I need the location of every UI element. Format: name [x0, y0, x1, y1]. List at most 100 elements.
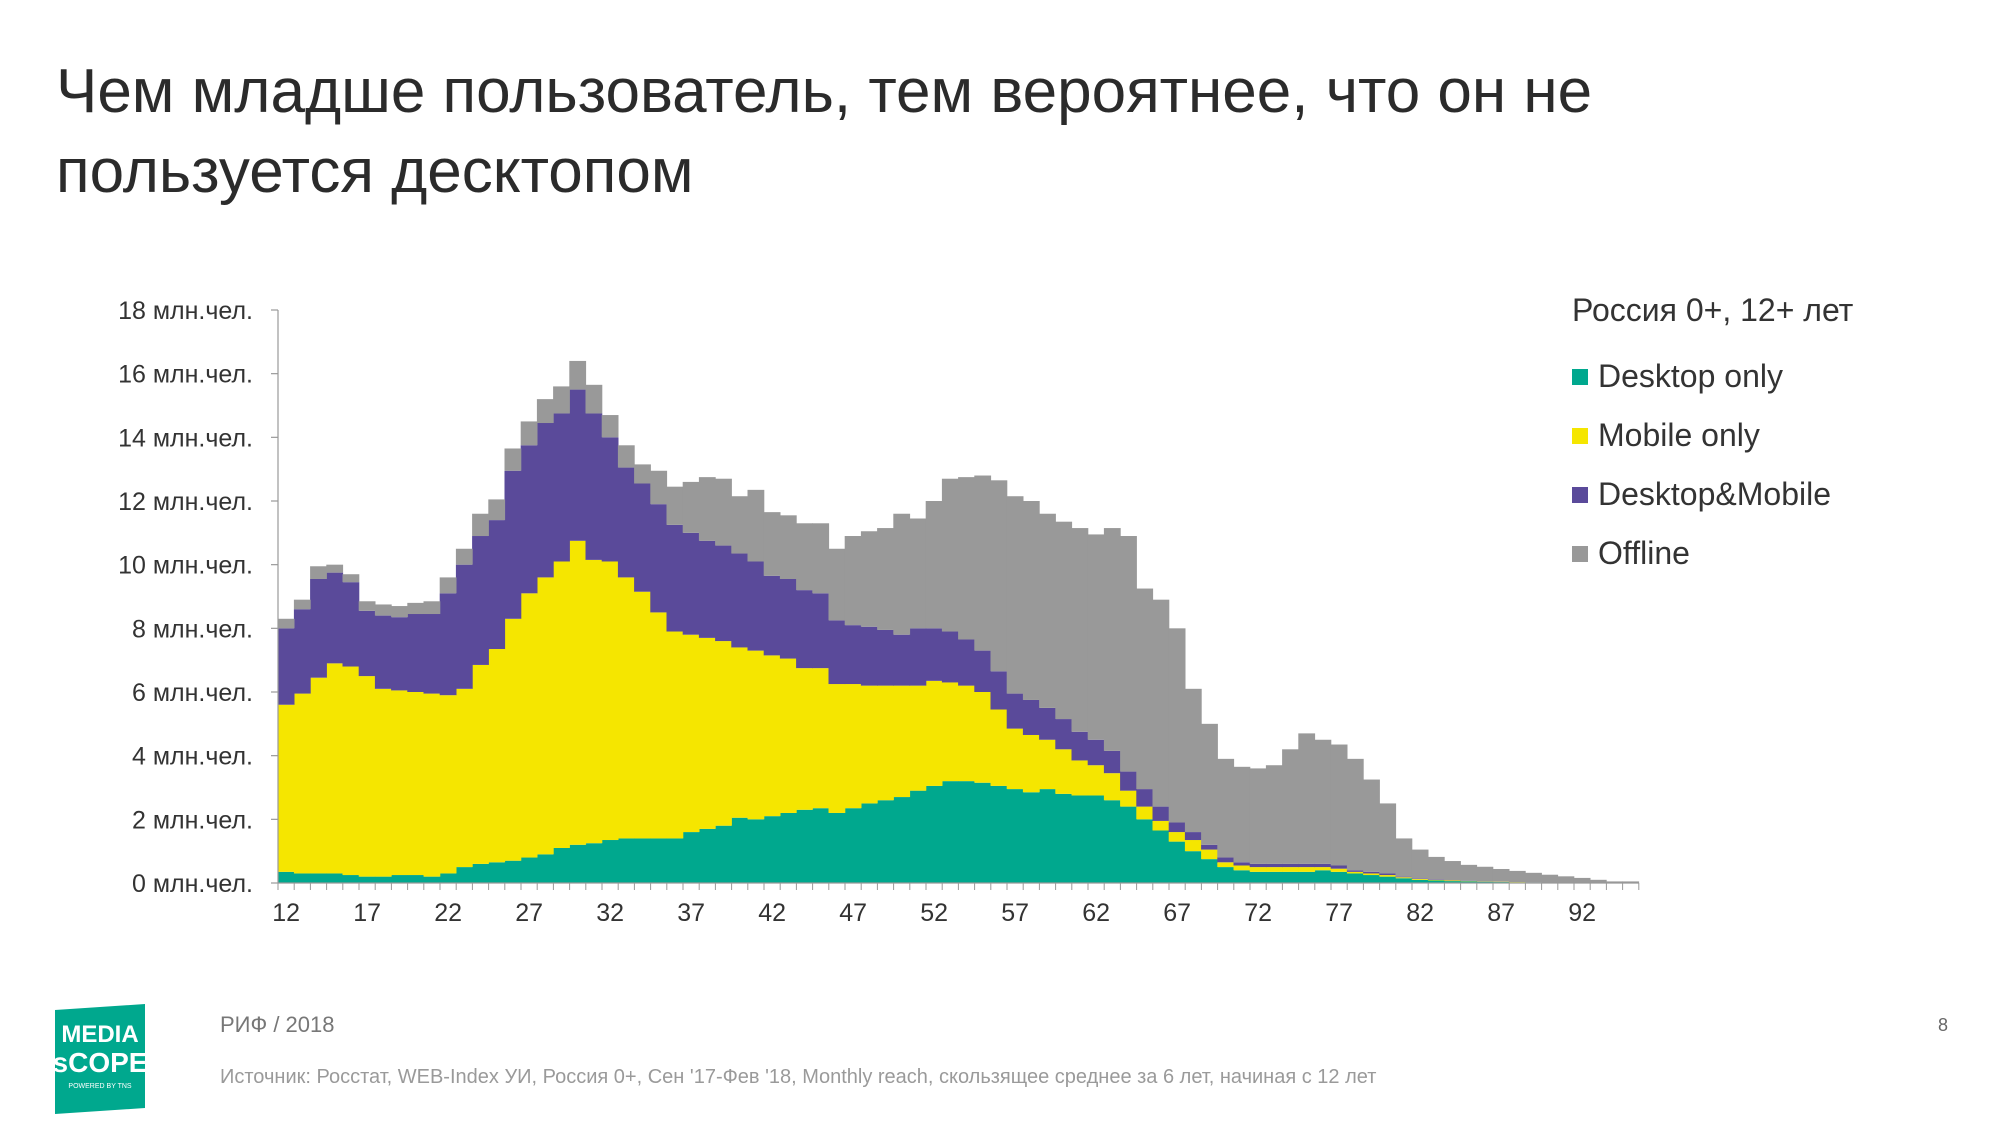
- area-step-desktop-only-49: [877, 800, 894, 883]
- area-step-mobile-only-70: [1217, 862, 1235, 868]
- area-step-desktop-only-78: [1346, 873, 1364, 883]
- area-step-offline-31: [585, 384, 603, 414]
- y-tick-label: 12 млн.чел.: [118, 488, 253, 516]
- area-step-offline-83: [1427, 856, 1445, 880]
- area-step-offline-32: [601, 415, 619, 438]
- area-step-desktop-mobile-14: [310, 578, 327, 678]
- area-step-desktop-mobile-64: [1120, 771, 1137, 791]
- area-step-mobile-only-72: [1249, 867, 1267, 872]
- area-step-offline-42: [763, 512, 781, 576]
- area-step-desktop-mobile-39: [715, 545, 732, 642]
- area-step-desktop-mobile-20: [407, 614, 425, 692]
- area-step-desktop-mobile-32: [601, 437, 619, 562]
- legend-item: Mobile only: [1572, 406, 1972, 465]
- area-step-desktop-only-27: [520, 857, 538, 883]
- area-step-desktop-mobile-72: [1249, 863, 1267, 868]
- area-step-desktop-only-23: [455, 867, 473, 883]
- legend-swatch: [1572, 545, 1588, 562]
- area-step-mobile-only-64: [1120, 790, 1137, 807]
- area-step-offline-85: [1460, 864, 1478, 881]
- area-step-mobile-only-46: [828, 684, 846, 813]
- y-tick-label: 8 млн.чел.: [132, 615, 253, 643]
- area-step-desktop-only-26: [504, 860, 522, 883]
- area-step-desktop-mobile-23: [455, 564, 473, 689]
- area-step-desktop-only-63: [1103, 800, 1121, 883]
- area-step-desktop-only-15: [326, 873, 344, 883]
- area-step-mobile-only-56: [990, 709, 1008, 786]
- source-note: Источник: Росстат, WEB-Index УИ, Россия …: [220, 1066, 1377, 1088]
- area-step-desktop-mobile-34: [634, 483, 651, 592]
- legend-item: Offline: [1572, 524, 1972, 583]
- area-step-desktop-mobile-12: [277, 628, 295, 705]
- legend-label: Desktop&Mobile: [1598, 476, 1831, 512]
- area-step-desktop-only-54: [958, 781, 975, 883]
- area-step-mobile-only-69: [1201, 849, 1218, 860]
- area-step-desktop-only-33: [617, 838, 635, 883]
- area-step-mobile-only-15: [326, 663, 344, 874]
- area-step-desktop-only-37: [682, 832, 700, 883]
- area-step-offline-58: [1022, 501, 1040, 700]
- area-step-desktop-mobile-67: [1168, 822, 1186, 833]
- area-step-desktop-mobile-37: [682, 532, 700, 635]
- area-step-offline-47: [844, 536, 862, 626]
- area-step-desktop-only-36: [666, 838, 684, 883]
- area-step-mobile-only-73: [1265, 867, 1283, 872]
- area-step-desktop-only-19: [391, 875, 408, 883]
- x-tick-label: 32: [596, 899, 624, 927]
- area-step-mobile-only-36: [666, 631, 684, 839]
- area-step-offline-67: [1168, 628, 1186, 823]
- area-step-offline-48: [860, 531, 878, 627]
- y-tick-label: 10 млн.чел.: [118, 552, 253, 580]
- area-step-offline-76: [1314, 739, 1332, 864]
- area-step-mobile-only-30: [569, 540, 587, 845]
- area-step-desktop-mobile-47: [844, 625, 862, 685]
- area-step-desktop-mobile-27: [520, 445, 538, 594]
- area-step-desktop-only-21: [423, 876, 441, 883]
- area-step-mobile-only-62: [1087, 765, 1105, 796]
- area-step-offline-79: [1363, 779, 1380, 872]
- area-step-desktop-only-70: [1217, 867, 1235, 883]
- area-step-mobile-only-39: [715, 641, 732, 826]
- area-step-desktop-only-18: [374, 876, 392, 883]
- area-step-offline-15: [326, 564, 344, 573]
- area-step-desktop-only-31: [585, 843, 603, 883]
- area-step-desktop-mobile-54: [958, 639, 975, 686]
- area-step-desktop-only-35: [650, 838, 668, 883]
- area-step-desktop-only-77: [1330, 871, 1348, 883]
- y-tick-label: 16 млн.чел.: [118, 361, 253, 389]
- area-step-offline-86: [1476, 866, 1494, 882]
- area-step-offline-91: [1557, 876, 1575, 883]
- area-step-mobile-only-22: [439, 695, 457, 874]
- area-step-desktop-mobile-42: [763, 575, 781, 656]
- area-step-desktop-only-34: [634, 838, 651, 883]
- area-step-desktop-mobile-51: [909, 628, 927, 686]
- area-step-desktop-mobile-48: [860, 626, 878, 686]
- area-step-mobile-only-53: [941, 682, 959, 782]
- area-step-offline-80: [1379, 803, 1397, 874]
- area-step-offline-37: [682, 481, 700, 533]
- area-step-offline-59: [1039, 513, 1056, 708]
- area-step-desktop-only-79: [1363, 875, 1380, 883]
- x-tick-label: 27: [515, 899, 543, 927]
- area-step-desktop-only-51: [909, 790, 927, 883]
- area-step-desktop-mobile-68: [1184, 832, 1202, 841]
- area-step-mobile-only-65: [1136, 806, 1154, 820]
- area-step-offline-69: [1201, 723, 1218, 845]
- area-step-desktop-mobile-82: [1411, 878, 1429, 879]
- area-step-desktop-only-39: [715, 825, 732, 883]
- area-step-offline-50: [893, 513, 911, 635]
- area-step-mobile-only-21: [423, 693, 441, 877]
- area-step-desktop-mobile-36: [666, 524, 684, 632]
- area-step-offline-43: [779, 515, 797, 579]
- area-step-mobile-only-82: [1411, 878, 1429, 880]
- area-step-offline-57: [1006, 496, 1024, 694]
- area-step-desktop-only-68: [1184, 851, 1202, 883]
- area-step-offline-65: [1136, 588, 1154, 790]
- area-step-offline-35: [650, 470, 668, 505]
- area-step-desktop-mobile-69: [1201, 844, 1218, 850]
- area-step-offline-64: [1120, 536, 1137, 772]
- area-step-offline-52: [925, 501, 943, 629]
- area-step-mobile-only-16: [342, 666, 360, 876]
- area-step-offline-34: [634, 464, 651, 484]
- area-step-desktop-mobile-33: [617, 467, 635, 578]
